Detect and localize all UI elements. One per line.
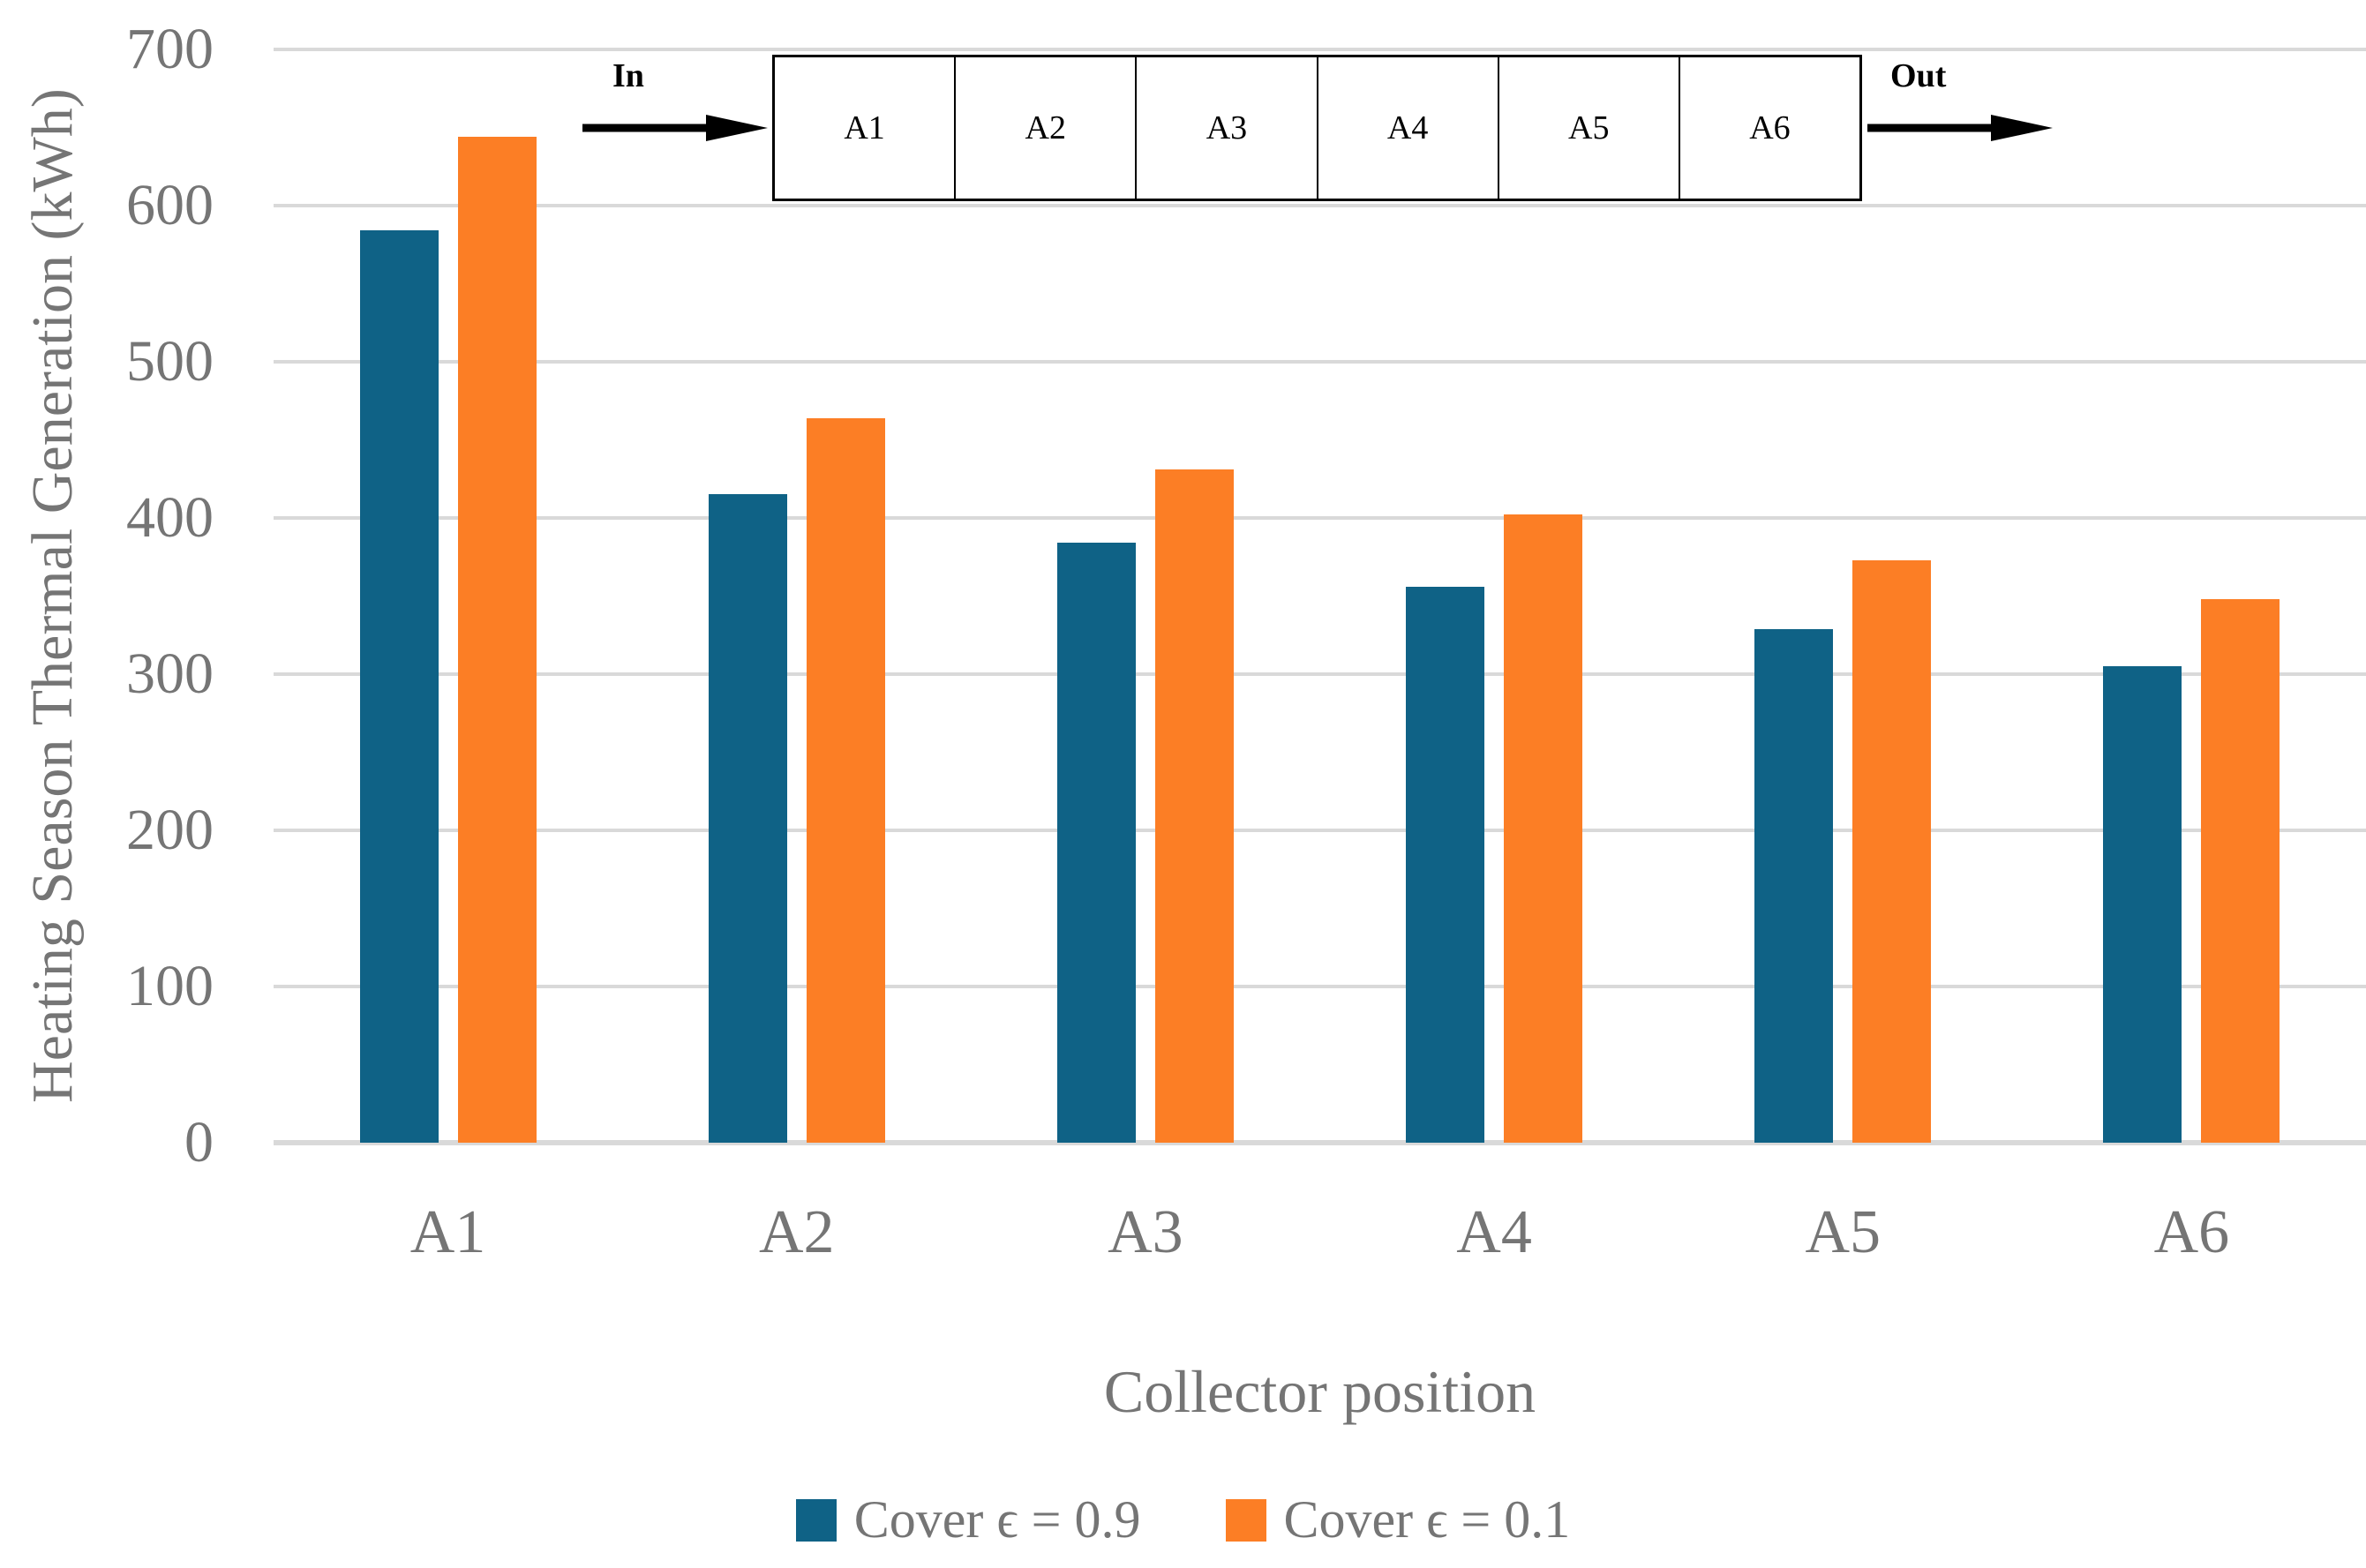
legend-swatch-cover-01 [1225, 1498, 1266, 1542]
gridline-100 [274, 985, 2366, 988]
y-tick-label-500: 500 [126, 329, 214, 394]
gridline-200 [274, 829, 2366, 832]
bar-A2-series-1 [806, 417, 885, 1143]
y-tick-label-600: 600 [126, 173, 214, 237]
plot-area [274, 48, 2366, 1145]
legend-item-cover-01: Cover ϵ = 0.1 [1225, 1489, 1571, 1550]
x-axis-title: Collector position [1103, 1358, 1536, 1425]
y-tick-label-700: 700 [126, 17, 214, 81]
flow-cell-A6: A6 [1749, 109, 1791, 146]
flow-cell-A2: A2 [956, 57, 1138, 199]
gridline-300 [274, 672, 2366, 676]
bar-A2-series-0 [708, 494, 787, 1143]
flow-cell-A3: A3 [1137, 57, 1318, 199]
collector-flow-diagram: A1 A2 A3 A4 A5 A6 [772, 55, 1862, 201]
x-tick-label-A4: A4 [1456, 1198, 1532, 1266]
x-tick-label-A1: A1 [409, 1198, 486, 1266]
legend: Cover ϵ = 0.9 Cover ϵ = 0.1 [0, 1489, 2366, 1550]
flow-cell-A5: A5 [1499, 57, 1680, 199]
flow-in-arrow-icon [582, 115, 768, 141]
flow-out-label: Out [1890, 57, 1947, 94]
bar-A5-series-1 [1852, 559, 1932, 1143]
flow-cell-A4: A4 [1318, 57, 1499, 199]
bar-A6-series-0 [2103, 666, 2182, 1143]
y-tick-label-300: 300 [126, 641, 214, 706]
flow-out-arrow-icon [1867, 115, 2053, 141]
legend-swatch-cover-09 [795, 1498, 837, 1542]
x-tick-label-A5: A5 [1805, 1198, 1882, 1266]
legend-label-cover-09: Cover ϵ = 0.9 [853, 1490, 1141, 1549]
gridline-400 [274, 516, 2366, 520]
bar-A3-series-0 [1056, 543, 1136, 1143]
bar-A4-series-1 [1504, 514, 1583, 1143]
bar-A3-series-1 [1154, 469, 1234, 1143]
legend-label-cover-01: Cover ϵ = 0.1 [1283, 1490, 1571, 1549]
gridline-700 [274, 48, 2366, 51]
legend-item-cover-09: Cover ϵ = 0.9 [795, 1489, 1141, 1550]
bar-A4-series-0 [1406, 586, 1485, 1143]
x-tick-label-A2: A2 [758, 1198, 835, 1266]
gridline-600 [274, 204, 2366, 207]
x-tick-label-A6: A6 [2153, 1198, 2230, 1266]
y-tick-label-0: 0 [184, 1110, 214, 1174]
y-tick-label-200: 200 [126, 798, 214, 862]
bar-A5-series-0 [1754, 628, 1834, 1143]
bar-A6-series-1 [2201, 599, 2280, 1143]
y-tick-label-100: 100 [126, 954, 214, 1018]
bar-A1-series-0 [359, 230, 439, 1143]
gridline-500 [274, 360, 2366, 364]
flow-in-label: In [612, 57, 644, 94]
y-tick-label-400: 400 [126, 485, 214, 550]
flow-cell-A1: A1 [775, 57, 957, 199]
x-axis-baseline [274, 1140, 2366, 1145]
x-tick-label-A3: A3 [1108, 1198, 1183, 1266]
bar-A1-series-1 [457, 137, 537, 1143]
